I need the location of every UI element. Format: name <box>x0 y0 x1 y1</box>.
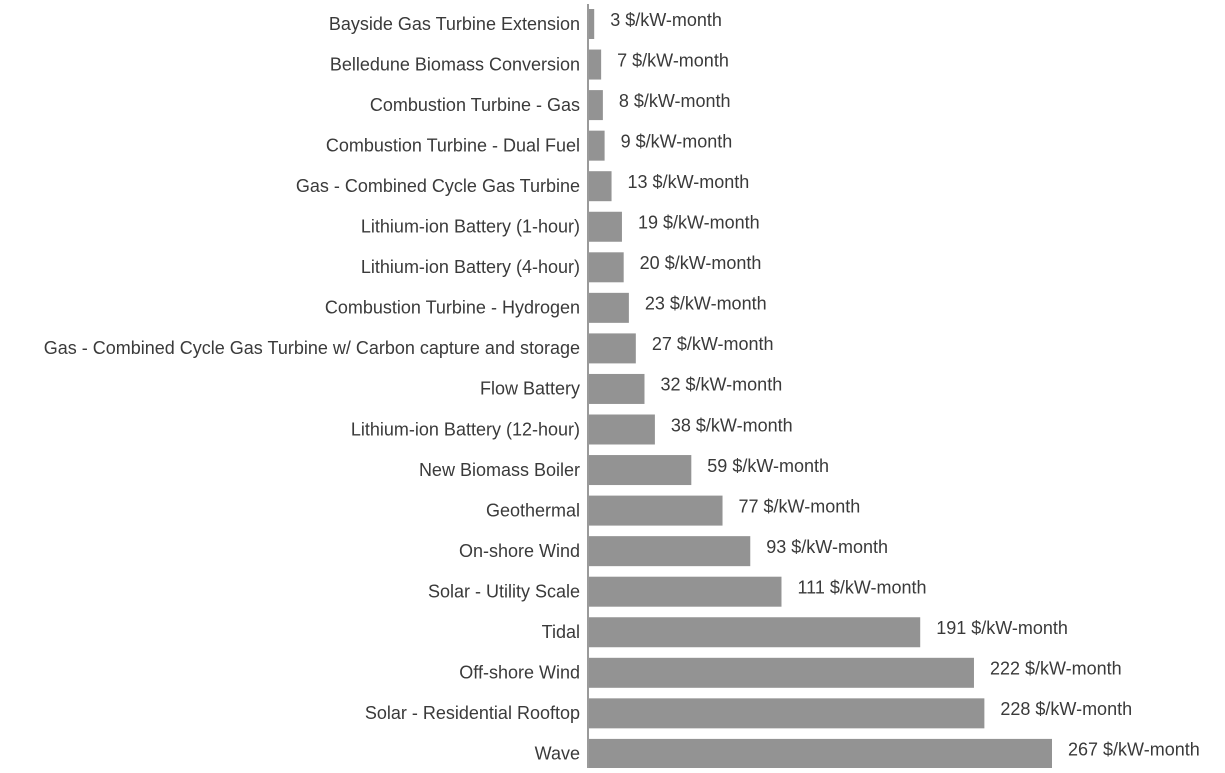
category-label: Off-shore Wind <box>459 663 580 683</box>
category-label: Flow Battery <box>480 379 580 399</box>
bar <box>589 738 1052 769</box>
category-label: Combustion Turbine - Hydrogen <box>325 298 580 318</box>
bar <box>589 414 655 445</box>
bar <box>589 536 751 567</box>
value-label: 59 $/kW-month <box>707 456 829 476</box>
category-label: On-shore Wind <box>459 541 580 561</box>
value-label: 13 $/kW-month <box>628 172 750 192</box>
value-label: 228 $/kW-month <box>1000 699 1132 719</box>
category-label: Gas - Combined Cycle Gas Turbine w/ Carb… <box>44 338 580 358</box>
bar <box>589 292 629 323</box>
value-label: 32 $/kW-month <box>660 375 782 395</box>
bar <box>589 617 921 648</box>
category-label: Solar - Utility Scale <box>428 581 580 601</box>
bar <box>589 130 605 161</box>
value-label: 7 $/kW-month <box>617 50 729 70</box>
category-label: New Biomass Boiler <box>419 460 580 480</box>
bar <box>589 657 974 688</box>
value-label: 77 $/kW-month <box>739 496 861 516</box>
value-label: 111 $/kW-month <box>797 577 926 597</box>
category-label: Lithium-ion Battery (1-hour) <box>361 217 580 237</box>
value-label: 8 $/kW-month <box>619 91 731 111</box>
bar <box>589 495 723 526</box>
category-label: Geothermal <box>486 500 580 520</box>
category-label: Combustion Turbine - Gas <box>370 95 580 115</box>
bar <box>589 9 595 39</box>
value-label: 23 $/kW-month <box>645 294 767 314</box>
value-label: 20 $/kW-month <box>640 253 762 273</box>
bar <box>589 698 985 729</box>
value-label: 38 $/kW-month <box>671 415 793 435</box>
value-label: 93 $/kW-month <box>766 537 888 557</box>
bar <box>589 211 622 242</box>
category-label: Wave <box>535 744 580 764</box>
category-label: Gas - Combined Cycle Gas Turbine <box>296 176 580 196</box>
value-label: 267 $/kW-month <box>1068 740 1200 760</box>
category-label: Tidal <box>542 622 580 642</box>
bar <box>589 252 624 283</box>
category-label: Lithium-ion Battery (4-hour) <box>361 257 580 277</box>
value-label: 27 $/kW-month <box>652 334 774 354</box>
category-label: Bayside Gas Turbine Extension <box>329 14 580 34</box>
category-label: Lithium-ion Battery (12-hour) <box>351 419 580 439</box>
bar <box>589 171 612 202</box>
value-label: 19 $/kW-month <box>638 213 760 233</box>
bar <box>589 373 645 404</box>
bar <box>589 333 636 364</box>
value-label: 9 $/kW-month <box>621 131 733 151</box>
bar <box>589 90 603 121</box>
bar <box>589 576 782 607</box>
category-label: Belledune Biomass Conversion <box>330 54 580 74</box>
value-label: 222 $/kW-month <box>990 659 1122 679</box>
category-label: Solar - Residential Rooftop <box>365 703 580 723</box>
value-label: 3 $/kW-month <box>610 10 722 30</box>
category-label: Combustion Turbine - Dual Fuel <box>326 135 580 155</box>
value-label: 191 $/kW-month <box>936 618 1068 638</box>
bar <box>589 49 602 80</box>
bar <box>589 455 692 486</box>
